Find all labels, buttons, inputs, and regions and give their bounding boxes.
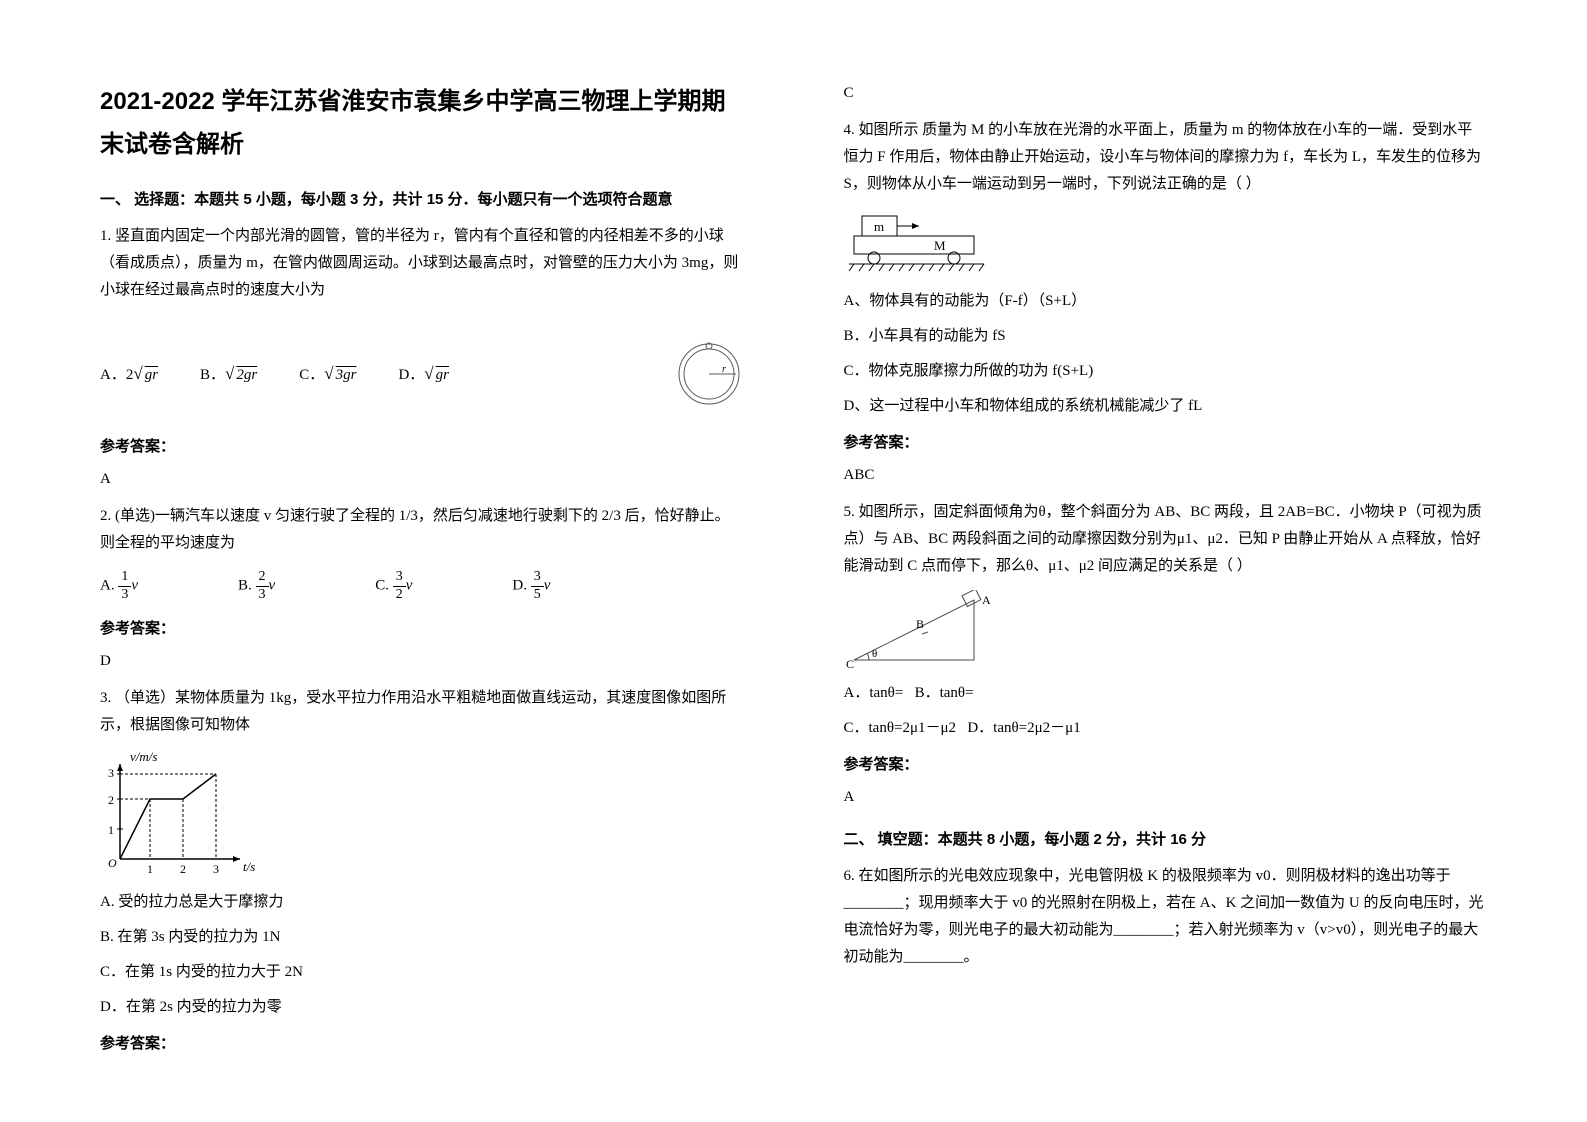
section-1-header: 一、 选择题：本题共 5 小题，每小题 3 分，共计 15 分．每小题只有一个选… [100,186,744,213]
q1-options: A．2√gr B．√2gr C．√3gr D．√gr [100,359,451,390]
svg-text:B: B [916,617,924,631]
svg-text:2: 2 [180,862,186,876]
q4-opt-c: C．物体克服摩擦力所做的功为 f(S+L) [844,358,1488,385]
question-6: 6. 在如图所示的光电效应现象中，光电管阴极 K 的极限频率为 v0．则阴极材料… [844,863,1488,971]
q5-opt-c: C．tanθ=2μ1－μ2 [844,720,957,736]
q2-opt-c: C. 32v [375,569,412,604]
q4-text: 4. 如图所示 质量为 M 的小车放在光滑的水平面上，质量为 m 的物体放在小车… [844,122,1482,192]
q6-text: 6. 在如图所示的光电效应现象中，光电管阴极 K 的极限频率为 v0．则阴极材料… [844,868,1484,965]
question-1: 1. 竖直面内固定一个内部光滑的圆管，管的半径为 r，管内有个直径和管的内径相差… [100,223,744,304]
q3-opt-c: C．在第 1s 内受的拉力大于 2N [100,959,744,986]
svg-text:C: C [846,657,854,670]
q5-text: 5. 如图所示，固定斜面倾角为θ，整个斜面分为 AB、BC 两段，且 2AB=B… [844,504,1482,574]
q2-opt-d: D. 35v [512,569,550,604]
q3-text: 3. （单选）某物体质量为 1kg，受水平拉力作用沿水平粗糙地面做直线运动，其速… [100,690,726,733]
circle-diagram: r [674,339,744,409]
svg-text:3: 3 [213,862,219,876]
answer-label: 参考答案： [100,616,744,643]
q5-opt-d: D．tanθ=2μ2－μ1 [967,720,1080,736]
q1-opt-c: C．√3gr [299,359,358,390]
svg-text:O: O [108,856,117,870]
q3-velocity-graph: v/m/s 1 2 3 1 2 3 t/s O [100,749,260,879]
q5-incline-diagram: A B C θ [844,590,994,670]
q1-answer: A [100,466,744,493]
answer-label: 参考答案： [844,430,1488,457]
q2-opt-b: B. 23v [238,569,275,604]
q3-answer: C [844,80,1488,107]
svg-text:M: M [934,238,946,253]
q3-opt-a: A. 受的拉力总是大于摩擦力 [100,889,744,916]
q1-opt-a: A．2√gr [100,359,160,390]
svg-text:1: 1 [147,862,153,876]
svg-text:3: 3 [108,766,114,780]
q5-answer: A [844,784,1488,811]
question-4: 4. 如图所示 质量为 M 的小车放在光滑的水平面上，质量为 m 的物体放在小车… [844,117,1488,198]
svg-text:A: A [982,593,991,607]
svg-text:r: r [722,364,726,375]
q5-options-row2: C．tanθ=2μ1－μ2 D．tanθ=2μ2－μ1 [844,715,1488,742]
q2-answer: D [100,648,744,675]
answer-label: 参考答案： [844,752,1488,779]
q2-options: A. 13v B. 23v C. 32v D. 35v [100,569,744,604]
left-column: 2021-2022 学年江苏省淮安市袁集乡中学高三物理上学期期末试卷含解析 一、… [0,0,794,1122]
question-5: 5. 如图所示，固定斜面倾角为θ，整个斜面分为 AB、BC 两段，且 2AB=B… [844,499,1488,580]
svg-text:2: 2 [108,793,114,807]
q1-text: 1. 竖直面内固定一个内部光滑的圆管，管的半径为 r，管内有个直径和管的内径相差… [100,228,738,298]
right-column: C 4. 如图所示 质量为 M 的小车放在光滑的水平面上，质量为 m 的物体放在… [794,0,1587,1122]
q2-text: 2. (单选)一辆汽车以速度 v 匀速行驶了全程的 1/3，然后匀减速地行驶剩下… [100,508,730,551]
q2-opt-a: A. 13v [100,569,138,604]
question-3: 3. （单选）某物体质量为 1kg，受水平拉力作用沿水平粗糙地面做直线运动，其速… [100,685,744,739]
q5-opt-b: B．tanθ= [915,685,974,701]
q1-opt-b: B．√2gr [200,359,259,390]
q5-options-row1: A．tanθ= B．tanθ= [844,680,1488,707]
question-2: 2. (单选)一辆汽车以速度 v 匀速行驶了全程的 1/3，然后匀减速地行驶剩下… [100,503,744,557]
q4-cart-diagram: m M [844,208,994,278]
q1-opt-d: D．√gr [398,359,451,390]
svg-text:t/s: t/s [243,859,255,874]
q4-opt-a: A、物体具有的动能为（F-f）（S+L） [844,288,1488,315]
exam-title: 2021-2022 学年江苏省淮安市袁集乡中学高三物理上学期期末试卷含解析 [100,80,744,166]
q4-answer: ABC [844,462,1488,489]
answer-label: 参考答案： [100,434,744,461]
q5-opt-a: A．tanθ= [844,685,904,701]
svg-text:m: m [874,219,884,234]
q3-opt-d: D．在第 2s 内受的拉力为零 [100,994,744,1021]
svg-text:1: 1 [108,823,114,837]
q3-opt-b: B. 在第 3s 内受的拉力为 1N [100,924,744,951]
q4-opt-d: D、这一过程中小车和物体组成的系统机械能减少了 fL [844,393,1488,420]
section-2-header: 二、 填空题：本题共 8 小题，每小题 2 分，共计 16 分 [844,826,1488,853]
q4-opt-b: B．小车具有的动能为 fS [844,323,1488,350]
answer-label: 参考答案： [100,1031,744,1058]
svg-text:v/m/s: v/m/s [130,749,157,764]
svg-text:θ: θ [872,648,877,660]
